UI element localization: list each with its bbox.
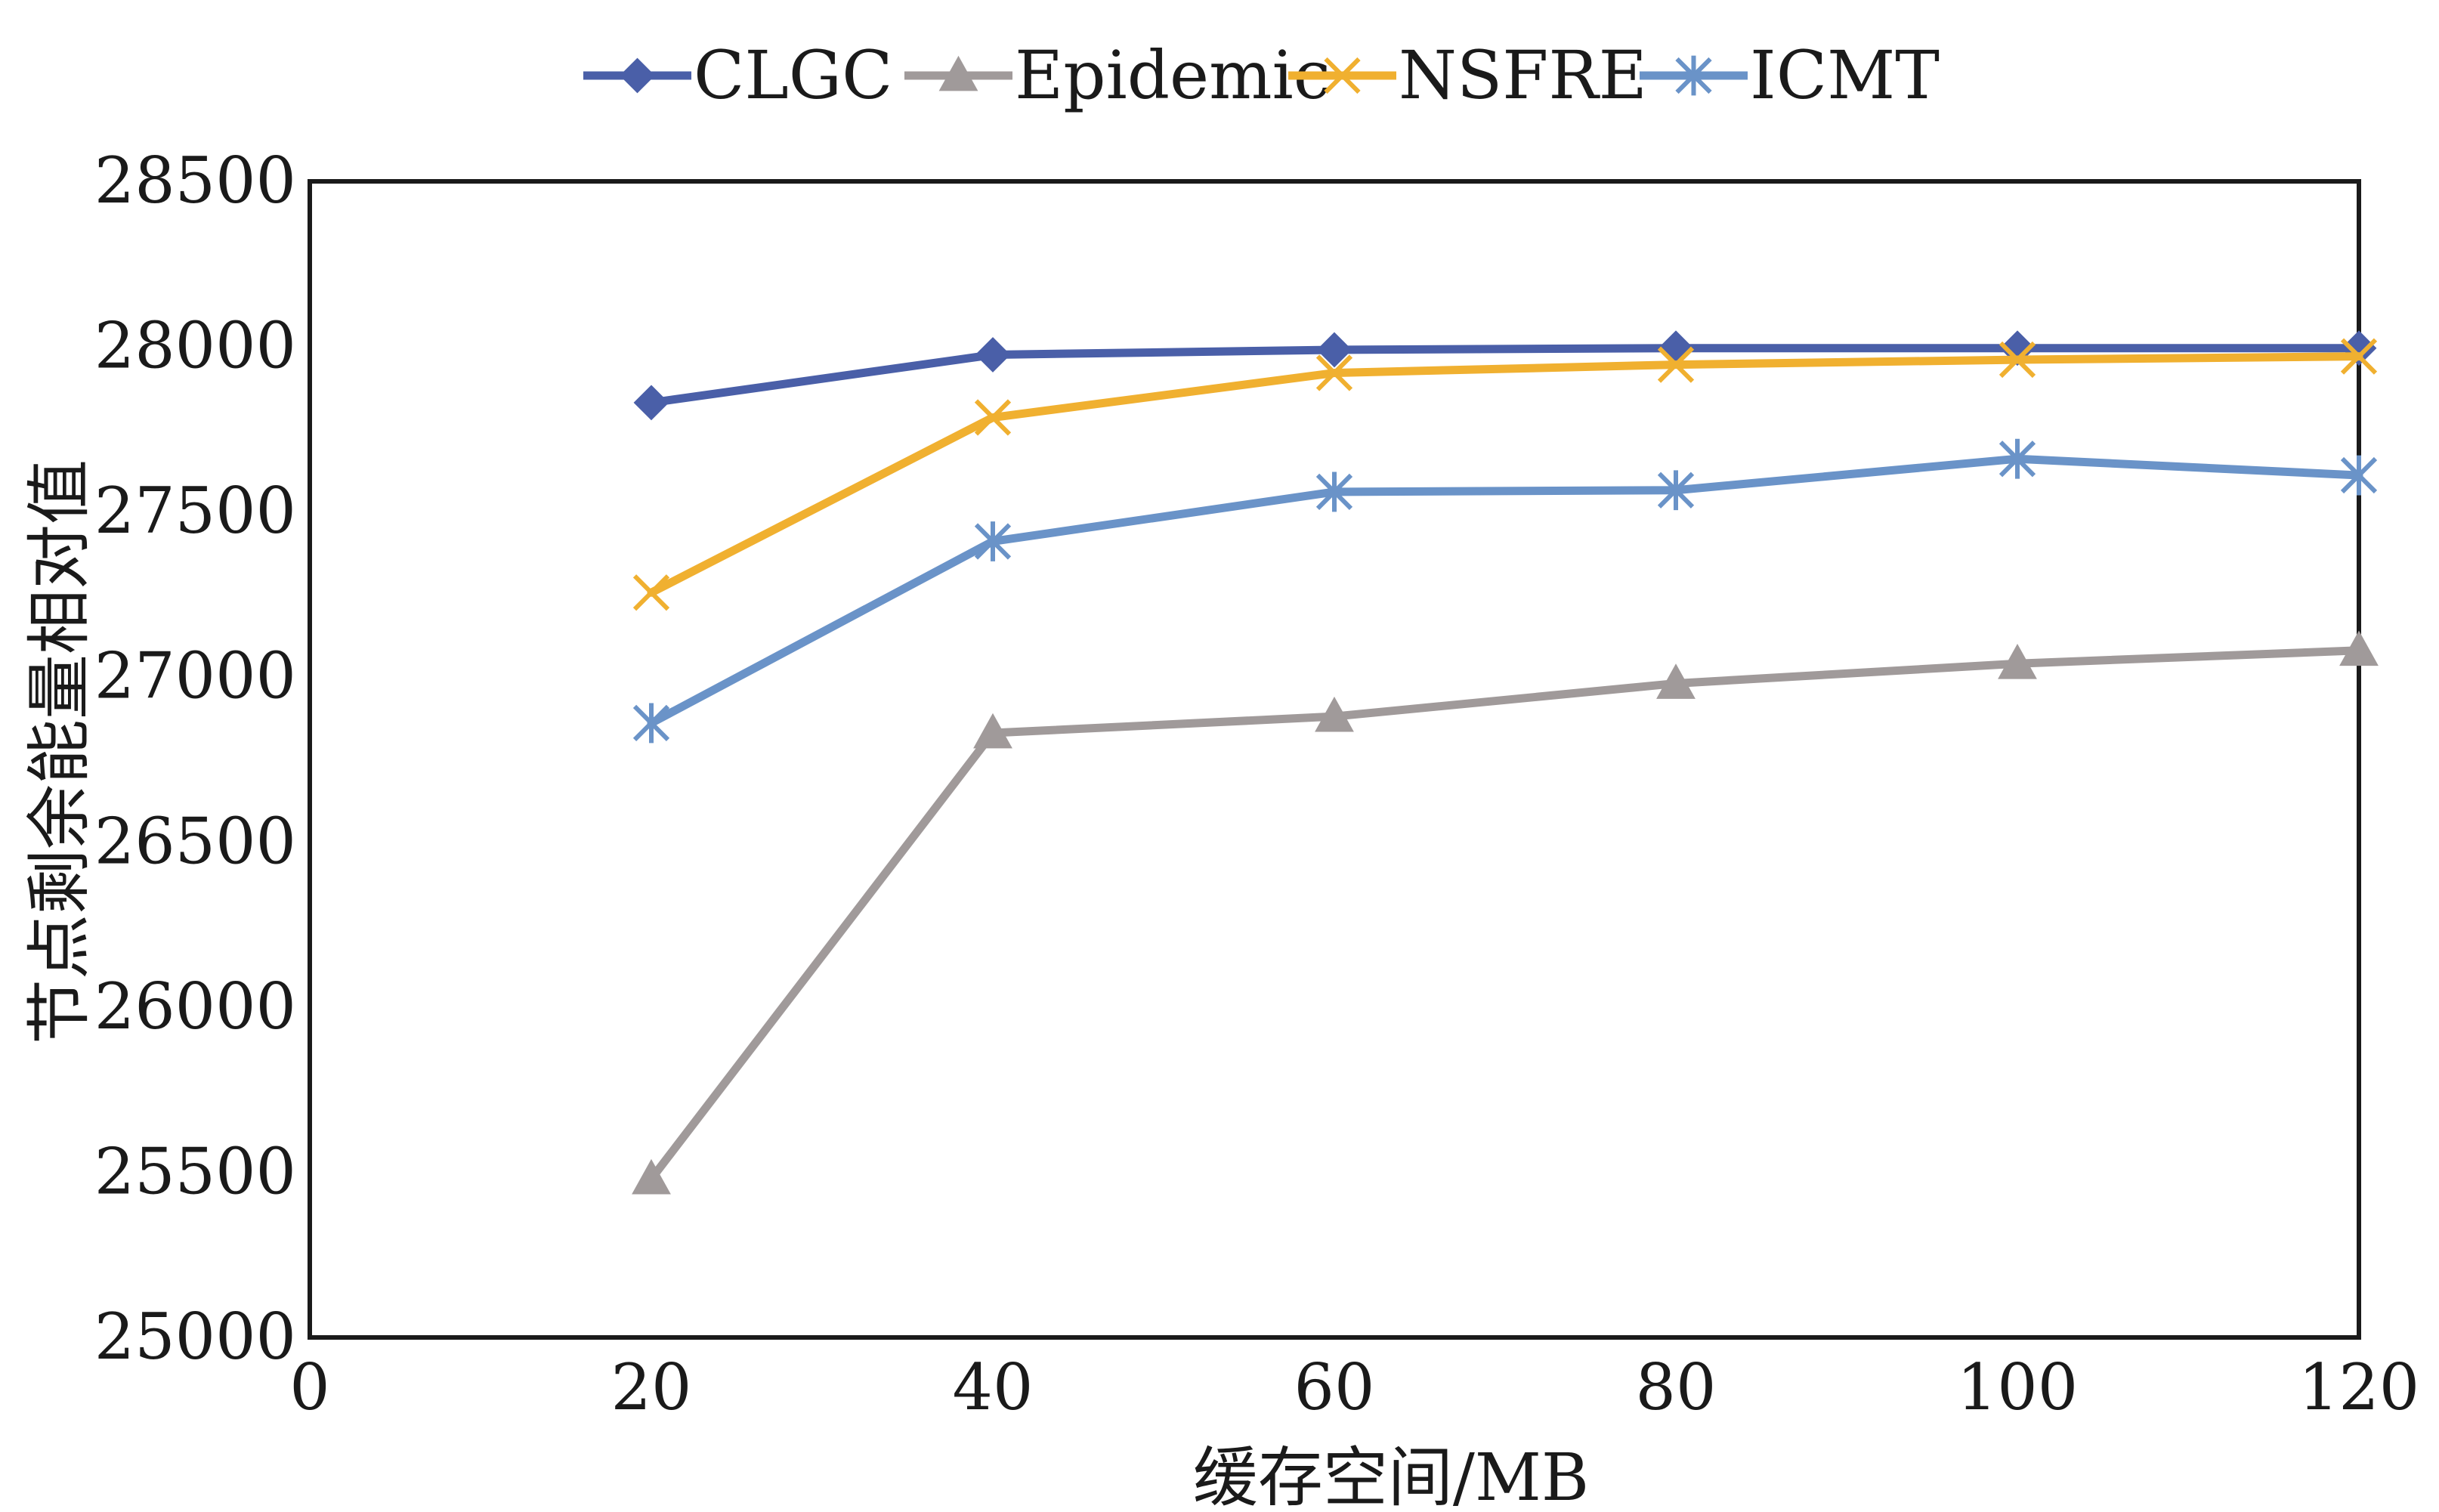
x-tick-label: 100 (1957, 1350, 2078, 1424)
legend-label: NSFRE (1399, 36, 1647, 114)
x-tick-label: 40 (953, 1350, 1034, 1424)
series-nsfre (632, 338, 2378, 611)
data-point-icmt (2340, 455, 2378, 496)
legend-marker (938, 55, 978, 91)
data-point-nsfre (2340, 338, 2378, 375)
x-axis-title: 缓存空间/MB (1193, 1440, 1589, 1508)
legend-item-nsfre: NSFRE (1288, 36, 1647, 114)
data-point-icmt (632, 703, 670, 744)
x-tick-label: 80 (1636, 1350, 1717, 1424)
data-point-epidemic (2339, 630, 2379, 666)
data-point-epidemic (1998, 643, 2037, 679)
legend: CLGC Epidemic NSFRE ICMT (583, 36, 1940, 114)
data-point-nsfre (1657, 346, 1695, 383)
data-point-epidemic (973, 713, 1012, 749)
series-line-epidemic (647, 646, 2363, 1183)
x-tick-label: 0 (289, 1350, 329, 1424)
data-point-nsfre (974, 399, 1012, 436)
series-layer (632, 330, 2379, 1195)
data-point-icmt (974, 521, 1012, 561)
plot-frame (308, 179, 2361, 1340)
data-point-icmt (1657, 470, 1695, 511)
y-tick-label: 26000 (94, 969, 296, 1044)
data-point-icmt (1998, 438, 2036, 479)
y-tick-label: 25500 (94, 1134, 296, 1208)
data-point-epidemic (1656, 663, 1696, 699)
series-line-icmt (647, 454, 2363, 728)
data-point-clgc (633, 385, 669, 421)
legend-item-epidemic: Epidemic (904, 36, 1331, 114)
y-axis-ticks: 25000 25500 26000 26500 27000 27500 28000 28500 (94, 144, 296, 1374)
data-point-clgc (1658, 330, 1694, 366)
x-tick-label: 20 (611, 1350, 692, 1424)
y-tick-label: 28000 (94, 309, 296, 383)
y-tick-label: 25000 (94, 1300, 296, 1374)
y-axis-title: 节点剩余能量相对值 (22, 459, 97, 1044)
legend-label: CLGC (694, 36, 892, 114)
legend-label: Epidemic (1015, 36, 1331, 114)
x-axis-ticks: 0 20 40 60 80 100 120 (289, 1350, 2419, 1424)
series-line-clgc (647, 344, 2363, 407)
data-point-nsfre (1315, 354, 1353, 391)
series-icmt (632, 438, 2378, 744)
data-point-clgc (1316, 332, 1352, 368)
data-point-nsfre (632, 574, 670, 611)
x-tick-label: 60 (1294, 1350, 1375, 1424)
data-point-epidemic (1315, 696, 1354, 732)
legend-item-icmt: ICMT (1640, 36, 1940, 114)
y-tick-label: 26500 (94, 804, 296, 878)
y-tick-label: 28500 (94, 144, 296, 218)
data-point-epidemic (632, 1158, 671, 1195)
legend-marker (1324, 57, 1361, 94)
legend-item-clgc: CLGC (583, 36, 892, 114)
legend-marker (1675, 55, 1712, 96)
data-point-clgc (975, 337, 1011, 373)
series-clgc (633, 330, 2377, 421)
y-tick-label: 27000 (94, 639, 296, 713)
series-epidemic (632, 630, 2379, 1195)
data-point-icmt (1315, 472, 1353, 512)
y-tick-label: 27500 (94, 474, 296, 548)
data-point-nsfre (1998, 341, 2036, 379)
legend-label: ICMT (1750, 36, 1940, 114)
legend-marker (620, 57, 655, 94)
series-line-nsfre (647, 352, 2363, 597)
x-tick-label: 120 (2298, 1350, 2419, 1424)
